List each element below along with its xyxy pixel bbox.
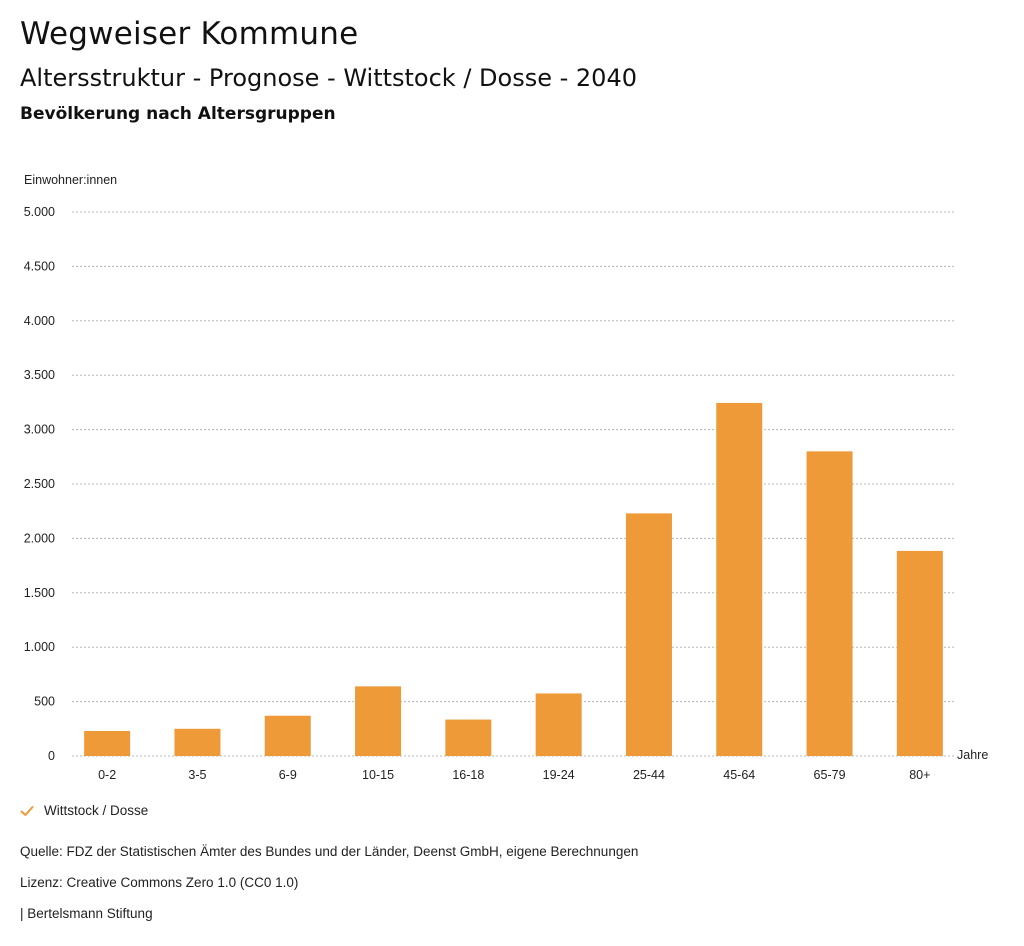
y-tick-label: 500 (34, 695, 55, 709)
grid-lines (72, 211, 955, 757)
bars (84, 402, 943, 756)
y-tick-label: 2.500 (24, 477, 55, 491)
y-tick-label: 3.000 (24, 423, 55, 437)
bar-3-5[interactable] (174, 728, 221, 756)
bar-0-2[interactable] (84, 730, 131, 756)
chart-heading: Bevölkerung nach Altersgruppen (20, 104, 336, 124)
y-tick-label: 3.500 (24, 368, 55, 382)
y-axis-title: Einwohner:innen (24, 173, 117, 187)
bar-45-64[interactable] (716, 402, 763, 756)
source-text: Quelle: FDZ der Statistischen Ämter des … (20, 844, 639, 859)
y-tick-label: 4.500 (24, 259, 55, 273)
x-tick-label: 25-44 (633, 768, 665, 782)
checkmark-icon (20, 805, 34, 816)
bar-10-15[interactable] (355, 686, 402, 756)
bar-6-9[interactable] (264, 715, 311, 756)
x-axis-title: Jahre (957, 748, 988, 762)
bar-chart: Einwohner:innen 0 500 1.000 1.500 2.000 2.500… (24, 173, 989, 782)
legend-item[interactable]: Wittstock / Dosse (20, 803, 148, 818)
y-tick-label: 2.000 (24, 531, 55, 545)
publisher-text: | Bertelsmann Stiftung (20, 906, 153, 921)
y-tick-label: 1.500 (24, 586, 55, 600)
license-text: Lizenz: Creative Commons Zero 1.0 (CC0 1… (20, 875, 299, 890)
page-title: Wegweiser Kommune (20, 16, 359, 52)
x-tick-label: 10-15 (362, 768, 394, 782)
bar-65-79[interactable] (806, 451, 853, 756)
bar-25-44[interactable] (625, 513, 672, 756)
bar-80+[interactable] (896, 550, 943, 756)
legend-label: Wittstock / Dosse (44, 803, 149, 818)
y-tick-label: 4.000 (24, 314, 55, 328)
x-tick-label: 45-64 (723, 768, 755, 782)
x-tick-label: 6-9 (279, 768, 297, 782)
y-tick-label: 0 (48, 749, 55, 763)
bar-19-24[interactable] (535, 693, 582, 756)
x-tick-label: 0-2 (98, 768, 116, 782)
x-tick-label: 16-18 (452, 768, 484, 782)
x-tick-label: 3-5 (188, 768, 206, 782)
x-tick-label: 80+ (909, 768, 930, 782)
y-tick-label: 1.000 (24, 640, 55, 654)
page-subtitle: Altersstruktur - Prognose - Wittstock / … (20, 64, 637, 92)
y-tick-label: 5.000 (24, 205, 55, 219)
x-tick-label: 19-24 (543, 768, 575, 782)
x-tick-label: 65-79 (814, 768, 846, 782)
bar-16-18[interactable] (445, 719, 492, 756)
x-axis-ticks: 0-2 3-5 6-9 10-15 16-18 19-24 25-44 45-64 65-79 8… (98, 768, 930, 782)
y-axis-ticks: 0 500 1.000 1.500 2.000 2.500 3.000 3.500 4.000 4… (24, 205, 55, 763)
